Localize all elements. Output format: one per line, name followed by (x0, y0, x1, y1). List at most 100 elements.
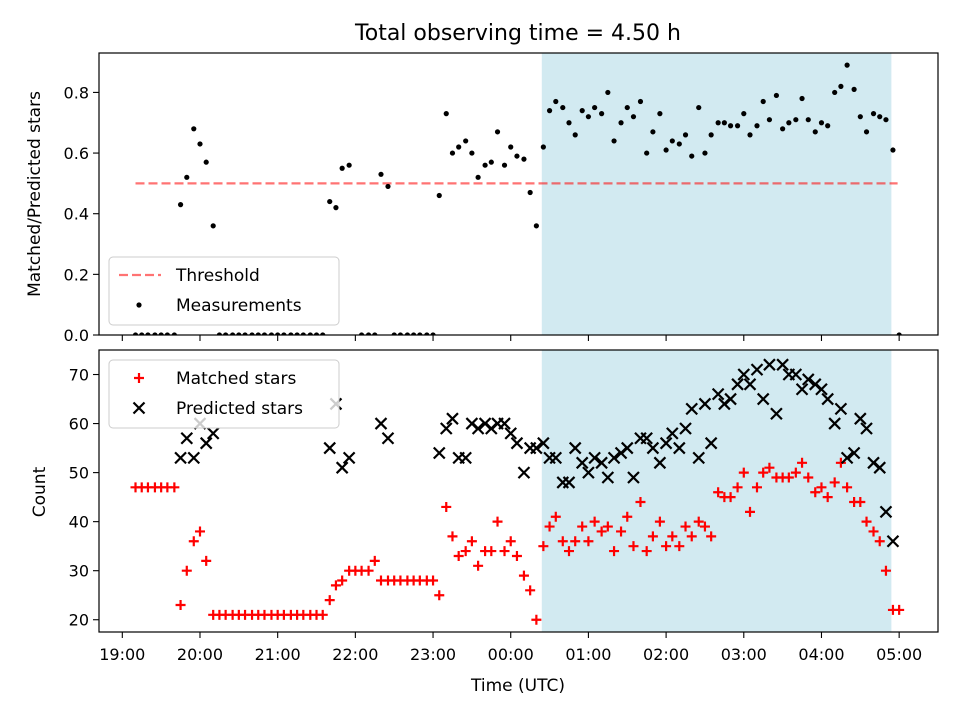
matched-point (602, 521, 613, 532)
matched-point (797, 457, 808, 468)
matched-point (686, 531, 697, 542)
measurement-point (883, 117, 889, 123)
measurement-point (378, 171, 384, 177)
matched-point (538, 541, 549, 552)
matched-point (616, 526, 627, 537)
matched-point (725, 492, 736, 503)
predicted-point (685, 402, 699, 416)
measurement-point (508, 144, 514, 150)
matched-point (577, 521, 588, 532)
predicted-point (666, 427, 679, 440)
measurement-point (644, 150, 650, 156)
matched-point (583, 536, 594, 547)
measurement-point (533, 223, 539, 229)
matched-point (201, 555, 212, 566)
measurement-point (877, 114, 883, 120)
measurement-point (851, 86, 857, 92)
matched-point (803, 472, 814, 483)
predicted-point (588, 451, 601, 465)
legend-label: Measurements (176, 296, 302, 316)
measurement-point (404, 332, 411, 335)
measurement-point (184, 174, 190, 180)
measurement-point (527, 189, 533, 196)
predicted-point (737, 368, 751, 381)
measurement-point (579, 108, 585, 114)
matched-point (706, 531, 717, 542)
matched-point (622, 511, 633, 522)
measurement-point (300, 332, 306, 335)
matched-point (628, 541, 639, 552)
measurement-point (805, 117, 811, 123)
x-tick-label: 20:00 (177, 645, 223, 664)
measurement-point (197, 141, 203, 147)
matched-point (764, 462, 775, 473)
predicted-point (879, 505, 893, 519)
measurement-point (242, 332, 248, 335)
measurement-point (702, 150, 708, 156)
measurement-point (727, 123, 734, 129)
measurement-point (592, 104, 598, 111)
measurement-point (630, 114, 637, 120)
measurement-point (358, 332, 365, 335)
matched-point (751, 482, 762, 493)
measurement-point (760, 98, 766, 105)
measurement-point (255, 332, 261, 335)
measurement-point (288, 332, 294, 335)
x-tick-label: 04:00 (798, 645, 844, 664)
measurement-point (708, 132, 714, 138)
matched-point (874, 536, 885, 547)
measurement-point (230, 332, 236, 335)
matched-point (596, 526, 607, 537)
y-tick-label: 20 (69, 611, 89, 630)
measurement-point (307, 332, 313, 335)
matched-point (181, 565, 192, 576)
measurement-point (132, 332, 139, 335)
matched-point (738, 467, 749, 478)
measurement-point (236, 332, 242, 335)
predicted-point (323, 441, 337, 455)
predicted-point (692, 451, 706, 465)
matched-point (822, 492, 833, 503)
measurement-point (657, 111, 663, 117)
matched-point (699, 521, 710, 532)
measurement-point (566, 120, 572, 126)
predicted-point (731, 378, 744, 391)
measurement-point (696, 104, 702, 111)
measurement-point (747, 132, 753, 138)
predicted-point (789, 368, 803, 381)
matched-point (680, 521, 691, 532)
measurement-point (832, 89, 838, 96)
predicted-point (860, 422, 873, 435)
legend-predicted-handle (132, 401, 146, 415)
measurement-point (766, 117, 773, 123)
measurement-point (599, 111, 605, 117)
measurement-point (890, 147, 896, 153)
measurement-point (327, 198, 333, 205)
predicted-point (446, 412, 459, 425)
matched-point (868, 526, 879, 537)
matched-point (745, 506, 756, 517)
predicted-point (510, 436, 524, 450)
measurement-point (488, 159, 494, 165)
measurement-point (741, 111, 747, 117)
matched-point (589, 516, 600, 527)
measurement-point (689, 153, 695, 159)
measurement-point (216, 332, 223, 335)
measurement-point (333, 205, 339, 211)
matched-point (810, 487, 821, 498)
x-tick-label: 21:00 (255, 645, 301, 664)
measurement-point (203, 159, 209, 165)
measurement-point (825, 123, 831, 129)
predicted-point (756, 392, 770, 406)
predicted-point (627, 471, 640, 484)
measurement-point (249, 332, 255, 335)
predicted-point (711, 387, 725, 401)
predicted-point (704, 436, 718, 450)
measurement-point (715, 120, 721, 126)
matched-point (661, 541, 672, 552)
matched-point (434, 590, 445, 601)
legend: Matched stars Predicted stars (108, 359, 340, 429)
x-tick-label: 23:00 (410, 645, 456, 664)
measurement-point (494, 129, 501, 135)
